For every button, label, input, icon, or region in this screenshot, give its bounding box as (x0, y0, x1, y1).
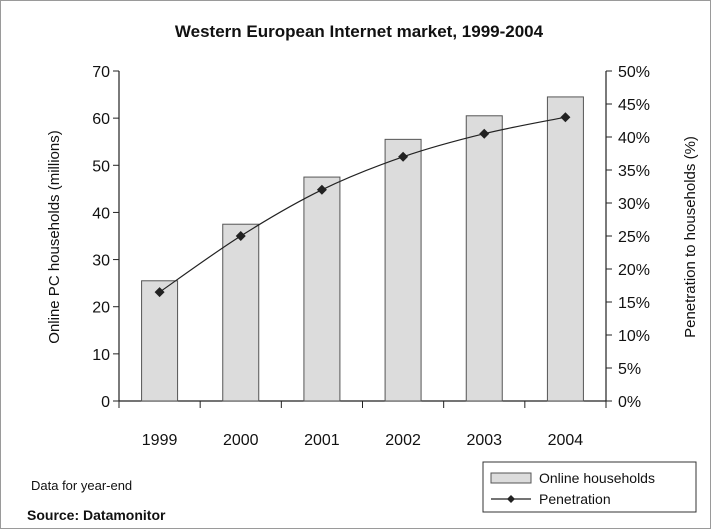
y-axis-right-title: Penetration to households (%) (682, 136, 699, 338)
y-tick-label: 10 (92, 347, 110, 364)
y-tick-label: 40 (92, 205, 110, 222)
bar-series (141, 96, 584, 402)
line-series (154, 112, 571, 298)
x-tick-label: 2002 (385, 432, 421, 449)
x-ticks: 1999 2000 2001 2002 2003 2004 (118, 401, 607, 449)
legend-label-penetration: Penetration (539, 491, 611, 507)
y2-tick-label: 15% (618, 295, 650, 312)
bar (303, 176, 341, 402)
y2-tick-label: 25% (618, 229, 650, 246)
x-tick-label: 2004 (548, 432, 584, 449)
y2-tick-label: 20% (618, 262, 650, 279)
legend: Online households Penetration (482, 461, 697, 513)
y-left-ticks: 0 10 20 30 40 50 60 70 (92, 64, 119, 411)
penetration-line (159, 116, 566, 293)
line-point (479, 128, 490, 139)
chart-title: Western European Internet market, 1999-2… (175, 22, 544, 41)
x-tick-label: 2003 (466, 432, 502, 449)
y-tick-label: 50 (92, 158, 110, 175)
y-tick-label: 30 (92, 253, 110, 270)
y-tick-label: 60 (92, 111, 110, 128)
y2-tick-label: 10% (618, 328, 650, 345)
bar (384, 138, 422, 402)
y2-tick-label: 50% (618, 64, 650, 81)
y2-tick-label: 0% (618, 394, 641, 411)
y-tick-label: 20 (92, 300, 110, 317)
line-point (235, 231, 246, 241)
x-tick-label: 1999 (142, 432, 178, 449)
x-tick-label: 2000 (223, 432, 259, 449)
bar (141, 280, 179, 402)
legend-line-marker (507, 495, 515, 503)
line-point (398, 151, 409, 162)
bar (546, 96, 584, 402)
y2-tick-label: 5% (618, 361, 641, 378)
y-axis-left-title: Online PC households (millions) (46, 130, 63, 343)
line-point (316, 184, 327, 195)
data-note: Data for year-end (31, 478, 132, 493)
y-tick-label: 70 (92, 64, 110, 81)
legend-bar-swatch (490, 472, 532, 484)
y2-tick-label: 45% (618, 97, 650, 114)
source-note: Source: Datamonitor (27, 507, 166, 523)
legend-box (482, 461, 697, 513)
y2-tick-label: 30% (618, 196, 650, 213)
bar (465, 115, 503, 402)
y2-tick-label: 35% (618, 163, 650, 180)
x-tick-label: 2001 (304, 432, 340, 449)
y-right-ticks: 0% 5% 10% 15% 20% 25% 30% 35% 40% 45% 50% (606, 64, 650, 411)
y-tick-label: 0 (101, 394, 110, 411)
line-point (560, 112, 571, 123)
y2-tick-label: 40% (618, 130, 650, 147)
bar (222, 223, 260, 402)
legend-label-online-households: Online households (539, 470, 655, 486)
line-point (154, 287, 165, 298)
